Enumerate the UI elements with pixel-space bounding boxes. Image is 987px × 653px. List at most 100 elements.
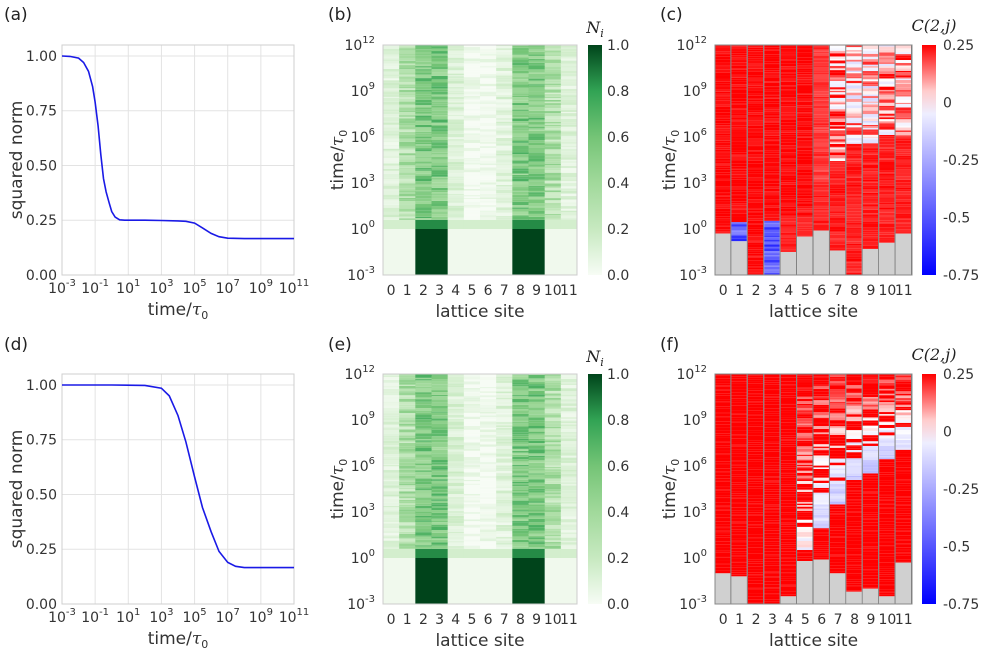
heat-cell	[895, 232, 911, 234]
heat-cell	[463, 174, 481, 176]
heat-cell	[879, 562, 895, 567]
heat-cell	[496, 465, 513, 468]
heat-cell	[463, 467, 481, 469]
heat-cell	[747, 242, 764, 245]
heat-cell	[747, 186, 764, 190]
heat-cell	[447, 158, 465, 163]
heat-cell	[813, 119, 829, 123]
heat-cell	[829, 434, 846, 438]
heat-cell	[731, 445, 747, 447]
heat-cell	[383, 148, 400, 151]
heat-cell	[715, 464, 731, 467]
heat-cell	[862, 566, 879, 570]
heat-cell	[879, 239, 895, 243]
heat-cell	[731, 169, 747, 172]
heat-cell	[480, 386, 497, 389]
heat-cell	[415, 53, 432, 56]
heat-cell	[528, 206, 546, 208]
heat-cell	[813, 468, 829, 472]
heat-cell	[480, 216, 497, 218]
heat-cell	[496, 50, 513, 52]
heat-cell	[496, 197, 513, 201]
heat-cell	[780, 68, 797, 70]
heat-cell	[797, 455, 813, 459]
heat-cell	[764, 571, 780, 573]
heat-cell	[829, 408, 846, 411]
heat-cell	[512, 215, 529, 217]
heat-cell	[879, 432, 895, 436]
heat-cell	[528, 60, 546, 63]
heat-cell	[879, 126, 895, 130]
heat-cell	[895, 96, 911, 100]
x-tick-label: 10-1	[81, 278, 109, 297]
heat-cell	[480, 492, 497, 495]
heat-cell	[463, 61, 481, 64]
heat-cell	[415, 158, 432, 162]
heat-cell	[480, 469, 497, 472]
heat-cell	[560, 511, 578, 515]
heat-cell	[496, 540, 513, 543]
heat-cell	[813, 128, 829, 131]
heat-cell	[431, 209, 449, 212]
heat-cell	[879, 528, 895, 531]
x-tick-label: 109	[249, 278, 273, 297]
heat-cell	[813, 125, 829, 128]
heat-cell	[846, 217, 862, 221]
heat-cell	[846, 409, 862, 413]
heat-cell	[862, 548, 879, 551]
heat-cell	[399, 95, 416, 98]
heat-cell	[829, 87, 846, 90]
heat-cell	[780, 132, 797, 135]
y-tick-label: 1.00	[26, 378, 57, 394]
heat-cell	[846, 493, 862, 497]
heat-cell	[383, 470, 400, 473]
heat-cell	[862, 221, 879, 224]
heat-cell	[862, 499, 879, 502]
heat-cell	[496, 443, 513, 445]
heat-cell	[715, 390, 731, 394]
heat-cell	[480, 143, 497, 147]
heat-cell	[715, 53, 731, 55]
heat-cell	[560, 396, 578, 400]
heat-cell	[813, 166, 829, 168]
heat-cell	[780, 455, 797, 459]
heat-cell	[862, 245, 879, 249]
heat-cell	[747, 414, 764, 416]
heat-cell	[431, 101, 449, 104]
heat-cell	[747, 394, 764, 397]
heat-cell	[431, 72, 449, 76]
heat-cell	[715, 389, 731, 391]
heat-cell	[496, 376, 513, 379]
heat-cell	[560, 478, 578, 482]
heat-cell	[560, 394, 578, 397]
heat-cell	[829, 522, 846, 526]
heat-cell	[431, 179, 449, 183]
heat-cell	[797, 446, 813, 449]
heat-cell	[415, 217, 432, 220]
heat-cell	[560, 229, 578, 275]
heat-cell	[415, 493, 432, 496]
heat-cell	[829, 456, 846, 459]
heat-cell	[528, 129, 546, 131]
heat-cell	[764, 515, 780, 519]
heat-cell	[528, 501, 546, 503]
heat-cell	[528, 161, 546, 165]
heat-cell	[813, 557, 829, 560]
heat-cell	[463, 448, 481, 451]
heat-cell	[415, 213, 432, 217]
heat-cell	[512, 402, 529, 405]
heat-cell	[846, 201, 862, 205]
heat-cell	[447, 468, 465, 472]
heat-cell	[399, 406, 416, 410]
heat-cell	[431, 515, 449, 519]
heat-cell	[829, 491, 846, 494]
heat-cell	[829, 540, 846, 543]
heat-cell	[447, 53, 465, 55]
heat-cell	[447, 476, 465, 479]
heat-cell	[715, 498, 731, 503]
heat-cell	[797, 188, 813, 190]
heat-cell	[879, 81, 895, 83]
heat-cell	[747, 444, 764, 447]
heat-cell	[560, 460, 578, 463]
